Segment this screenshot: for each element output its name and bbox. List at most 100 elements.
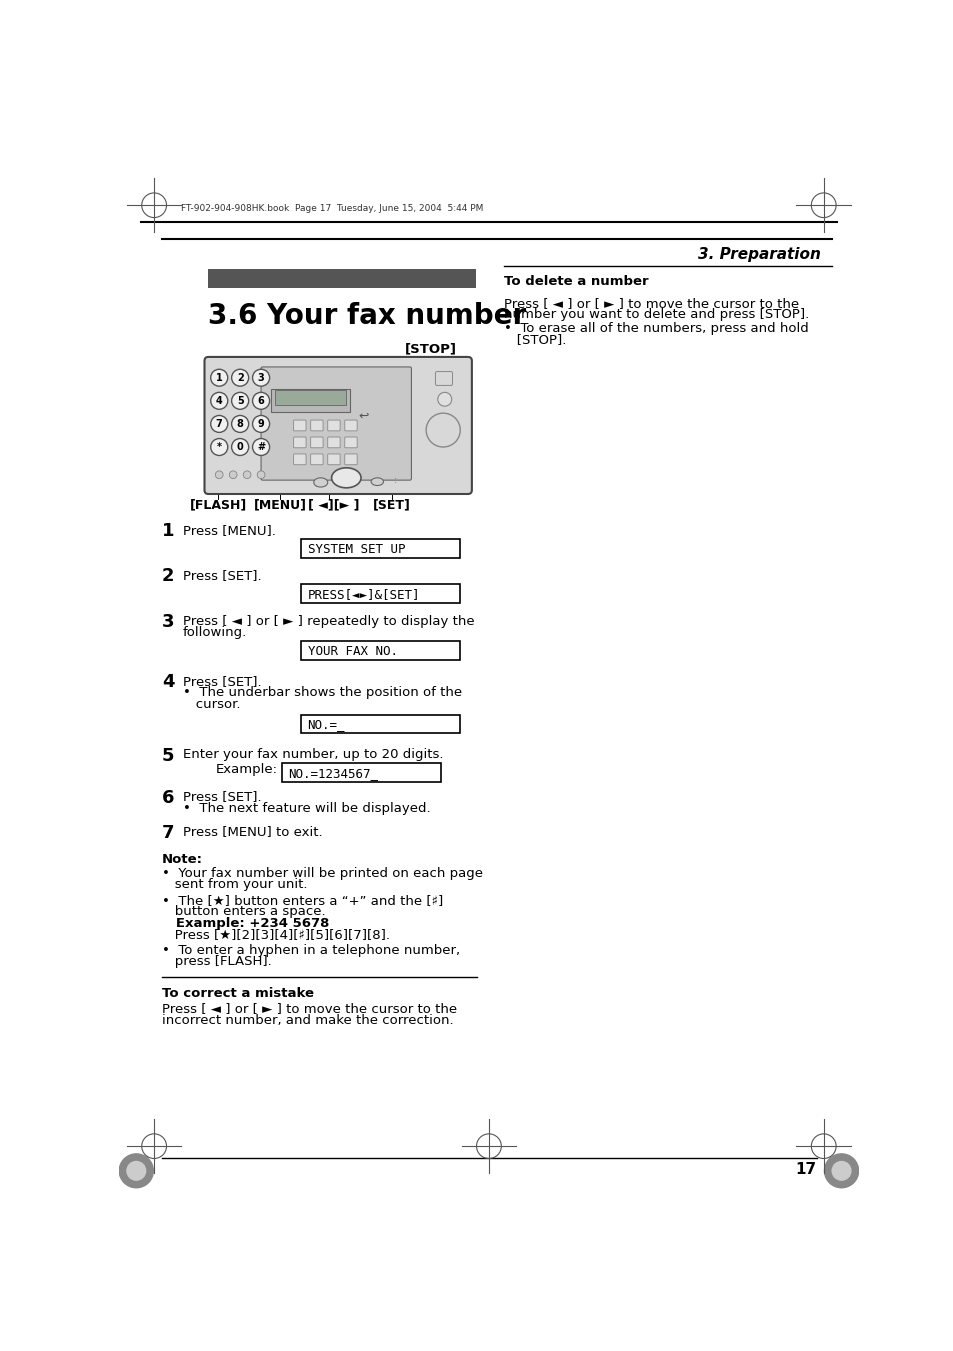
Circle shape <box>253 392 270 409</box>
Text: Press [MENU] to exit.: Press [MENU] to exit. <box>183 825 322 838</box>
Text: •  The next feature will be displayed.: • The next feature will be displayed. <box>183 802 430 815</box>
FancyBboxPatch shape <box>344 454 356 465</box>
Text: To correct a mistake: To correct a mistake <box>162 986 314 1000</box>
Text: 9: 9 <box>257 419 264 428</box>
Text: [STOP]: [STOP] <box>404 343 456 355</box>
FancyBboxPatch shape <box>294 454 306 465</box>
Text: To delete a number: To delete a number <box>504 276 648 288</box>
Text: number you want to delete and press [STOP].: number you want to delete and press [STO… <box>504 308 809 322</box>
Text: 4: 4 <box>215 396 222 405</box>
Text: ↩: ↩ <box>358 409 369 423</box>
FancyBboxPatch shape <box>294 420 306 431</box>
Text: Enter your fax number, up to 20 digits.: Enter your fax number, up to 20 digits. <box>183 748 443 761</box>
Text: [MENU]: [MENU] <box>253 499 307 511</box>
FancyBboxPatch shape <box>271 389 350 412</box>
FancyBboxPatch shape <box>344 420 356 431</box>
Text: •  To enter a hyphen in a telephone number,: • To enter a hyphen in a telephone numbe… <box>162 943 459 957</box>
FancyBboxPatch shape <box>261 367 411 480</box>
Text: 17: 17 <box>795 1162 816 1177</box>
Circle shape <box>253 369 270 386</box>
Circle shape <box>823 1154 858 1188</box>
Text: Press [★][2][3][4][♯][5][6][7][8].: Press [★][2][3][4][♯][5][6][7][8]. <box>162 928 390 942</box>
Text: 2: 2 <box>236 373 243 382</box>
Text: PRESS[◄►]&[SET]: PRESS[◄►]&[SET] <box>307 588 419 601</box>
Text: Note:: Note: <box>162 852 203 866</box>
Circle shape <box>437 392 452 407</box>
Circle shape <box>257 471 265 478</box>
Text: 1: 1 <box>162 523 174 540</box>
Text: YOUR FAX NO.: YOUR FAX NO. <box>307 644 397 658</box>
Ellipse shape <box>371 478 383 485</box>
Text: FT-902-904-908HK.book  Page 17  Tuesday, June 15, 2004  5:44 PM: FT-902-904-908HK.book Page 17 Tuesday, J… <box>181 204 483 213</box>
Text: Press [ ◄ ] or [ ► ] to move the cursor to the: Press [ ◄ ] or [ ► ] to move the cursor … <box>162 1002 456 1015</box>
Circle shape <box>426 413 459 447</box>
Text: 3. Preparation: 3. Preparation <box>697 247 820 262</box>
Circle shape <box>232 392 249 409</box>
FancyBboxPatch shape <box>311 454 323 465</box>
Text: Press [ ◄ ] or [ ► ] to move the cursor to the: Press [ ◄ ] or [ ► ] to move the cursor … <box>504 297 799 309</box>
Text: press [FLASH].: press [FLASH]. <box>162 955 272 969</box>
Text: 6: 6 <box>162 789 174 807</box>
Circle shape <box>215 471 223 478</box>
Text: 5: 5 <box>236 396 243 405</box>
Text: :: : <box>394 476 397 485</box>
Circle shape <box>232 416 249 432</box>
Text: Example:: Example: <box>216 763 278 777</box>
Text: •  The underbar shows the position of the: • The underbar shows the position of the <box>183 686 461 700</box>
Ellipse shape <box>332 467 360 488</box>
Text: #: # <box>256 442 265 453</box>
FancyBboxPatch shape <box>282 763 440 782</box>
FancyBboxPatch shape <box>301 715 459 734</box>
FancyBboxPatch shape <box>301 539 459 558</box>
Text: Press [SET].: Press [SET]. <box>183 569 261 582</box>
Text: 1: 1 <box>215 373 222 382</box>
Ellipse shape <box>314 478 328 488</box>
Text: 6: 6 <box>257 396 264 405</box>
FancyBboxPatch shape <box>208 269 476 288</box>
Text: incorrect number, and make the correction.: incorrect number, and make the correctio… <box>162 1013 453 1027</box>
Circle shape <box>229 471 236 478</box>
FancyBboxPatch shape <box>311 436 323 447</box>
Text: •  The [★] button enters a “+” and the [♯]: • The [★] button enters a “+” and the [♯… <box>162 893 442 907</box>
Text: 3: 3 <box>162 613 174 631</box>
Text: SYSTEM SET UP: SYSTEM SET UP <box>307 543 405 555</box>
Circle shape <box>253 416 270 432</box>
Circle shape <box>127 1162 146 1181</box>
Text: 2: 2 <box>162 567 174 585</box>
FancyBboxPatch shape <box>344 436 356 447</box>
Text: [FLASH]: [FLASH] <box>190 499 247 511</box>
Text: cursor.: cursor. <box>183 698 240 711</box>
Circle shape <box>243 471 251 478</box>
FancyBboxPatch shape <box>274 390 346 405</box>
Text: [STOP].: [STOP]. <box>504 334 566 346</box>
Text: [SET]: [SET] <box>373 499 411 511</box>
Text: following.: following. <box>183 627 247 639</box>
Text: sent from your unit.: sent from your unit. <box>162 878 307 892</box>
Text: NO.=_: NO.=_ <box>307 719 345 731</box>
FancyBboxPatch shape <box>204 357 472 494</box>
Circle shape <box>119 1154 153 1188</box>
Circle shape <box>232 369 249 386</box>
Circle shape <box>211 416 228 432</box>
FancyBboxPatch shape <box>301 584 459 603</box>
Text: 0: 0 <box>236 442 243 453</box>
Text: •  To erase all of the numbers, press and hold: • To erase all of the numbers, press and… <box>504 322 808 335</box>
Text: button enters a space.: button enters a space. <box>162 905 325 919</box>
FancyBboxPatch shape <box>294 436 306 447</box>
Text: [ ◄][► ]: [ ◄][► ] <box>308 499 359 511</box>
Text: Press [SET].: Press [SET]. <box>183 676 261 688</box>
Text: 7: 7 <box>162 824 174 842</box>
FancyBboxPatch shape <box>328 420 340 431</box>
Text: NO.=1234567_: NO.=1234567_ <box>288 767 377 780</box>
Circle shape <box>831 1162 850 1181</box>
Text: Press [MENU].: Press [MENU]. <box>183 524 275 536</box>
Text: •  Your fax number will be printed on each page: • Your fax number will be printed on eac… <box>162 867 482 880</box>
Text: 7: 7 <box>215 419 222 428</box>
Circle shape <box>211 369 228 386</box>
FancyBboxPatch shape <box>311 420 323 431</box>
FancyBboxPatch shape <box>301 642 459 659</box>
Circle shape <box>211 392 228 409</box>
Text: 8: 8 <box>236 419 243 428</box>
FancyBboxPatch shape <box>328 454 340 465</box>
Text: *: * <box>216 442 221 453</box>
